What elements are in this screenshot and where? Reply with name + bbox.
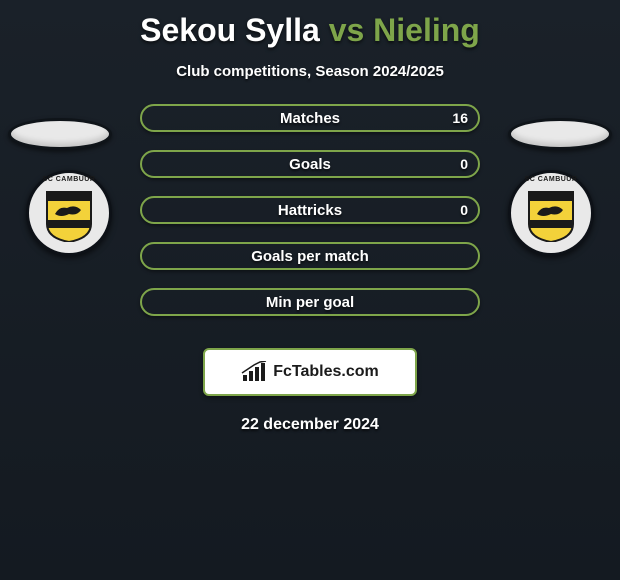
club-name-arc: SC CAMBUUR <box>516 176 586 183</box>
brand-text: FcTables.com <box>273 363 379 381</box>
stat-label: Goals <box>289 156 331 173</box>
stat-row-hattricks: Hattricks 0 <box>140 196 480 224</box>
club-name-arc: SC CAMBUUR <box>34 176 104 183</box>
player2-club-badge: SC CAMBUUR <box>508 170 594 256</box>
stat-label: Matches <box>280 110 340 127</box>
player1-avatar-placeholder <box>8 118 112 150</box>
stat-value-right: 16 <box>452 110 468 126</box>
comparison-arena: SC CAMBUUR SC CAMBUUR Matches 16 <box>0 112 620 342</box>
stat-row-goals: Goals 0 <box>140 150 480 178</box>
club-badge-inner: SC CAMBUUR <box>516 178 586 248</box>
stat-rows: Matches 16 Goals 0 Hattricks 0 Goals per… <box>140 104 480 334</box>
stat-row-min-per-goal: Min per goal <box>140 288 480 316</box>
subtitle: Club competitions, Season 2024/2025 <box>0 63 620 80</box>
club-badge-inner: SC CAMBUUR <box>34 178 104 248</box>
stat-value-right: 0 <box>460 156 468 172</box>
player2-avatar-placeholder <box>508 118 612 150</box>
stat-label: Hattricks <box>278 202 342 219</box>
page-title: Sekou Sylla vs Nieling <box>0 0 620 49</box>
stat-row-matches: Matches 16 <box>140 104 480 132</box>
player1-club-badge: SC CAMBUUR <box>26 170 112 256</box>
stat-label: Min per goal <box>266 294 354 311</box>
player2-name: Nieling <box>373 12 480 48</box>
club-shield-icon <box>45 190 93 242</box>
stat-label: Goals per match <box>251 248 369 265</box>
club-shield-icon <box>527 190 575 242</box>
brand-box[interactable]: FcTables.com <box>203 348 417 396</box>
stat-row-goals-per-match: Goals per match <box>140 242 480 270</box>
generated-date: 22 december 2024 <box>0 416 620 434</box>
stat-value-right: 0 <box>460 202 468 218</box>
vs-separator: vs <box>329 12 365 48</box>
bar-chart-icon <box>241 361 267 383</box>
player1-name: Sekou Sylla <box>140 12 320 48</box>
